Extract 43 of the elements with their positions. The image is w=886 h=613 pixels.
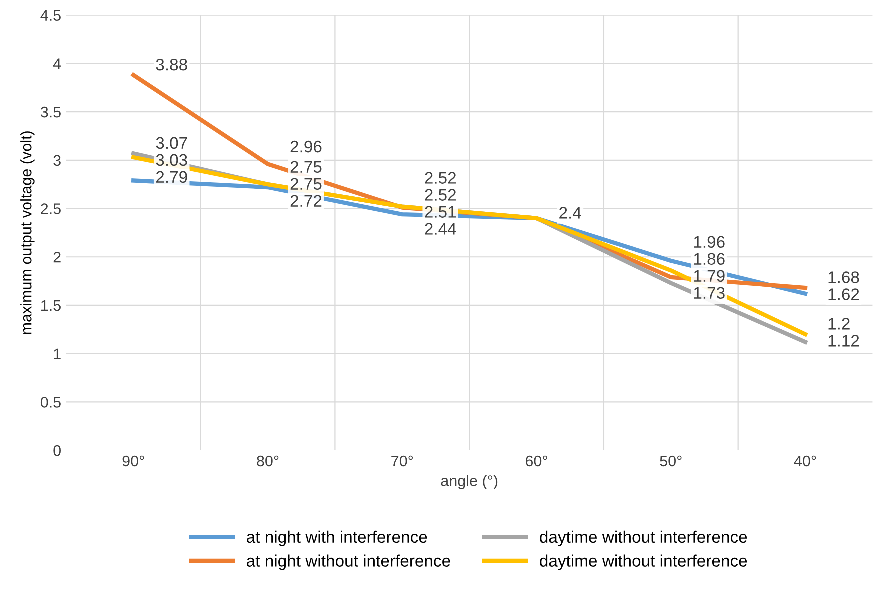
x-tick-label: 40°: [794, 456, 816, 467]
data-label: 3.03: [156, 154, 188, 166]
y-tick-label: 3: [54, 155, 61, 166]
x-axis-title: angle (°): [441, 475, 498, 490]
data-label: 3.88: [156, 58, 188, 71]
data-label: 3.07: [156, 137, 188, 150]
legend-label: daytime without interference: [540, 554, 748, 570]
legend-label: at night with interference: [247, 530, 428, 546]
y-tick-label: 4: [53, 58, 62, 70]
x-tick-label: 70°: [392, 456, 414, 467]
data-label: 2.96: [290, 140, 322, 153]
data-label: 1.86: [694, 253, 725, 266]
data-label: 1.79: [694, 270, 725, 282]
data-label: 2.79: [156, 171, 188, 184]
y-tick-label: 1: [54, 348, 61, 360]
x-tick-label: 90°: [122, 456, 144, 467]
data-label: 1.12: [828, 335, 860, 347]
data-label: 2.51: [425, 206, 456, 218]
x-tick-label: 80°: [257, 456, 279, 467]
data-label: 2.75: [290, 161, 322, 174]
data-label: 2.72: [290, 195, 322, 207]
y-axis-title: maximum output voltage (volt): [20, 132, 35, 334]
data-label: 1.2: [828, 318, 850, 330]
legend-label: at night without interference: [247, 554, 450, 570]
y-tick-label: 4.5: [40, 10, 61, 22]
x-tick-label: 60°: [526, 456, 548, 467]
y-tick-label: 2.5: [41, 204, 61, 214]
data-label: 2.52: [425, 172, 456, 184]
legend-label: daytime without interference: [540, 530, 748, 546]
x-tick-label: 50°: [660, 456, 682, 467]
data-label: 2.44: [425, 223, 456, 235]
data-label: 1.96: [694, 236, 725, 248]
y-tick-label: 1.5: [42, 300, 61, 312]
data-label: 2.4: [560, 207, 582, 219]
y-tick-label: 3.5: [40, 106, 61, 118]
data-label: 2.75: [290, 178, 322, 190]
data-label: 2.52: [425, 189, 456, 201]
data-label: 1.68: [828, 272, 860, 284]
data-label: 1.73: [694, 287, 725, 300]
y-tick-label: 0.5: [40, 397, 61, 408]
y-tick-label: 0: [54, 445, 61, 456]
data-label: 1.62: [828, 288, 860, 300]
y-tick-label: 2: [54, 252, 61, 263]
